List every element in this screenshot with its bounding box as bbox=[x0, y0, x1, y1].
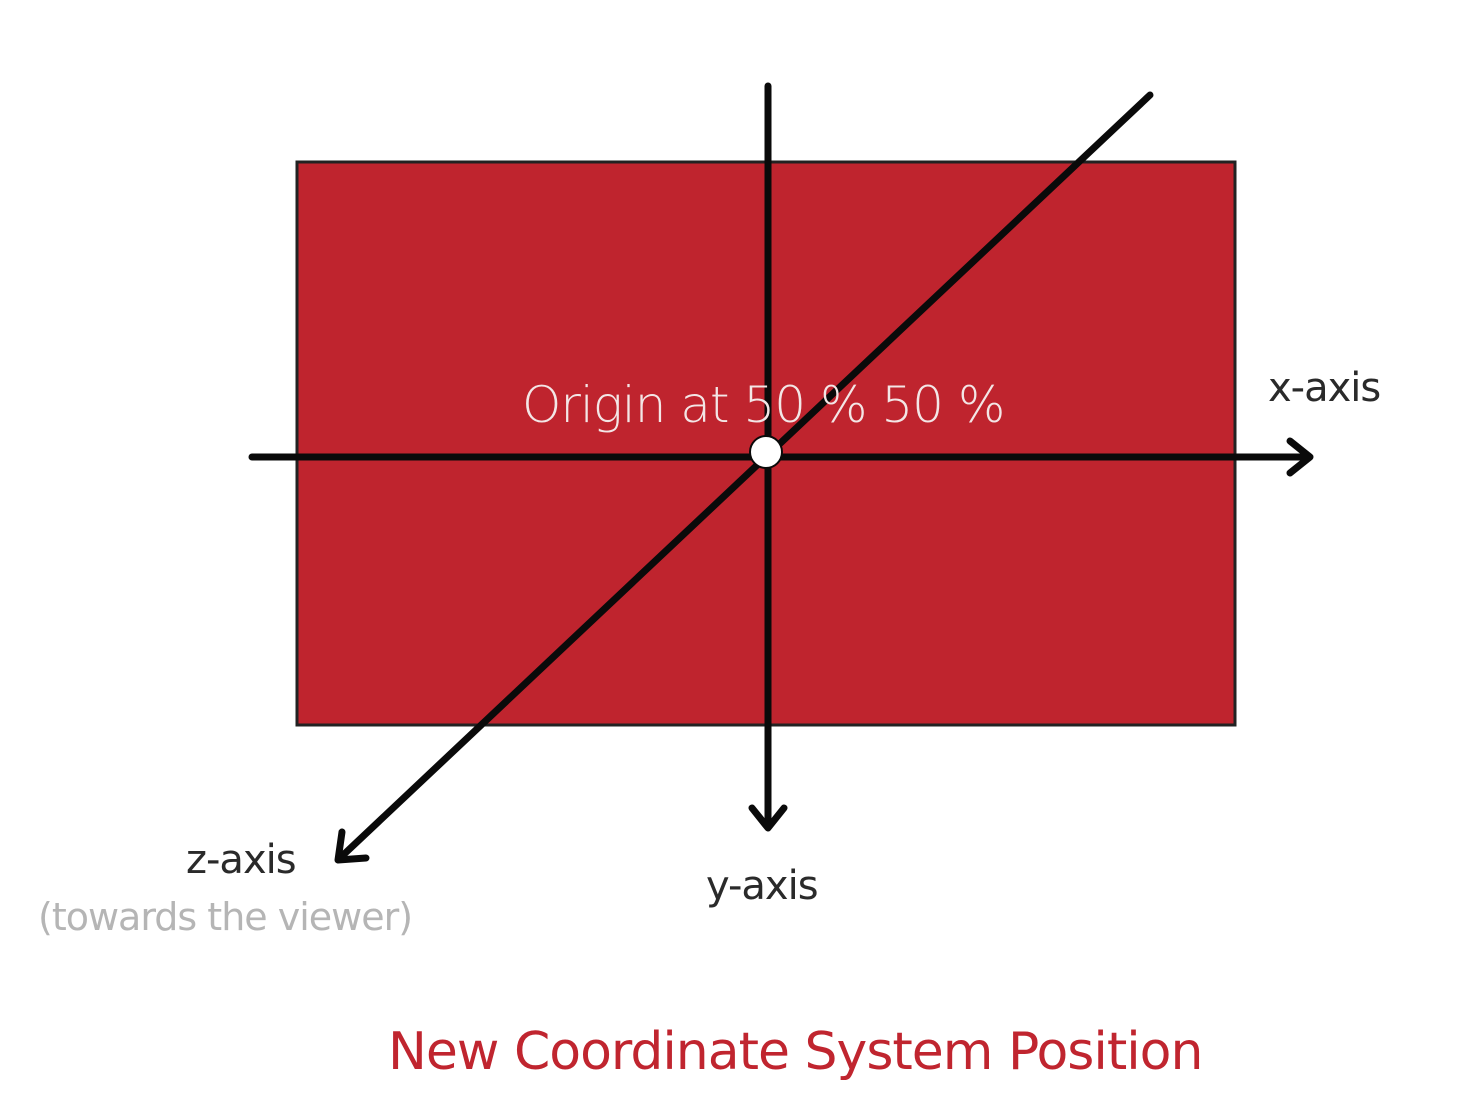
y-axis-label: y-axis bbox=[706, 863, 819, 909]
z-axis-note: (towards the viewer) bbox=[38, 895, 413, 939]
y-axis-arrowhead bbox=[748, 804, 788, 832]
x-axis-label: x-axis bbox=[1268, 365, 1381, 411]
origin-label: Origin at 50 % 50 % bbox=[522, 376, 1005, 434]
z-axis-line bbox=[336, 91, 1154, 862]
z-axis-label: z-axis bbox=[186, 837, 297, 883]
z-axis-arrowhead bbox=[334, 828, 370, 864]
x-axis-arrowhead bbox=[1286, 437, 1314, 477]
diagram-caption: New Coordinate System Position bbox=[388, 1022, 1203, 1082]
origin-dot bbox=[749, 435, 783, 469]
